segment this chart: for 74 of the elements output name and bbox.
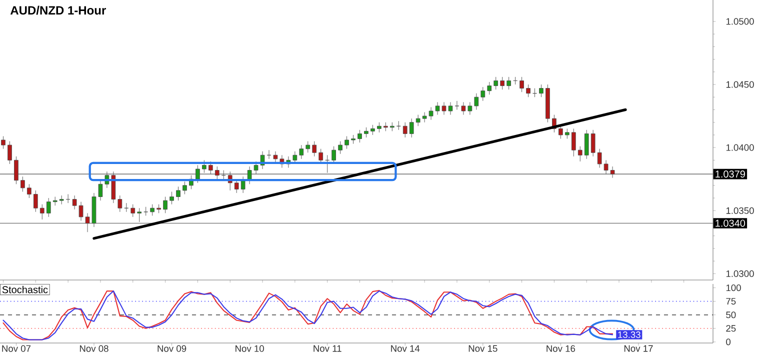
x-tick-label: Nov 07	[2, 345, 31, 352]
candlestick	[402, 122, 408, 138]
candlestick	[351, 134, 356, 144]
data-label: 13.33	[618, 331, 640, 338]
candlestick	[26, 184, 32, 198]
candlestick	[170, 191, 174, 205]
x-tick-label: Nov 17	[624, 345, 653, 352]
candlestick	[156, 204, 161, 214]
chart-title: Stochastic	[2, 286, 48, 294]
candlestick	[299, 144, 304, 160]
y-tick-label: 25	[726, 325, 736, 332]
candlestick	[409, 118, 414, 138]
candlestick	[494, 76, 498, 90]
candlestick	[150, 204, 155, 216]
x-tick-label: Nov 15	[468, 345, 498, 352]
x-tick-label: Nov 09	[158, 345, 186, 352]
candlestick	[480, 86, 486, 102]
chart-title: AUD/NZD 1-Hour	[10, 6, 106, 15]
candlestick	[72, 195, 77, 210]
y-tick-label: 75	[726, 298, 736, 305]
y-tick-label: 0	[726, 338, 731, 346]
ref-line-label: 1.0379	[716, 170, 745, 178]
candlestick	[390, 122, 394, 132]
candlestick	[422, 112, 427, 123]
candlestick	[546, 84, 550, 123]
candlestick	[584, 130, 589, 160]
candlestick	[487, 82, 492, 95]
x-tick-label: Nov 08	[80, 345, 108, 352]
candlestick	[604, 160, 608, 174]
candlestick	[539, 84, 544, 98]
y-tick-label: 1.0400	[726, 144, 754, 151]
candlestick	[33, 190, 38, 212]
candlestick	[520, 76, 524, 92]
y-tick-label: 1.0300	[726, 270, 754, 277]
candlestick	[571, 128, 576, 157]
candlestick	[1, 136, 6, 150]
candlestick	[578, 146, 582, 162]
candlestick	[597, 148, 602, 168]
candlestick	[506, 76, 512, 90]
candlestick	[461, 102, 466, 116]
candlestick	[59, 195, 64, 205]
candlestick	[14, 156, 18, 184]
candlestick	[46, 198, 51, 218]
y-tick-label: 50	[726, 312, 736, 318]
candlestick	[370, 124, 375, 136]
x-tick-label: Nov 10	[236, 345, 264, 352]
candlestick	[428, 106, 434, 120]
candlestick	[344, 136, 349, 150]
x-tick-label: Nov 11	[314, 345, 342, 352]
candlestick	[364, 127, 368, 138]
candlestick	[590, 130, 596, 157]
candlestick	[240, 176, 246, 194]
y-tick-label: 1.0350	[726, 207, 754, 214]
candlestick	[454, 100, 460, 110]
x-tick-label: Nov 14	[391, 345, 420, 352]
candlestick	[40, 204, 44, 220]
candlestick	[118, 195, 122, 212]
candlestick	[111, 171, 116, 204]
y-tick-label: 100	[726, 284, 741, 292]
candlestick	[176, 186, 180, 201]
candlestick	[137, 208, 142, 222]
candlestick	[468, 102, 472, 116]
candlestick	[214, 166, 220, 180]
candlestick	[130, 204, 136, 218]
ref-line-label: 1.0340	[716, 220, 746, 227]
candlestick	[383, 122, 388, 132]
candlestick	[500, 76, 505, 90]
y-tick-label: 1.0450	[726, 81, 754, 88]
candlestick	[377, 122, 382, 133]
x-tick-label: Nov 16	[546, 345, 576, 352]
y-tick-label: 1.0500	[726, 18, 754, 25]
candlestick	[526, 84, 530, 98]
candlestick	[610, 166, 615, 178]
candlestick	[358, 130, 362, 143]
